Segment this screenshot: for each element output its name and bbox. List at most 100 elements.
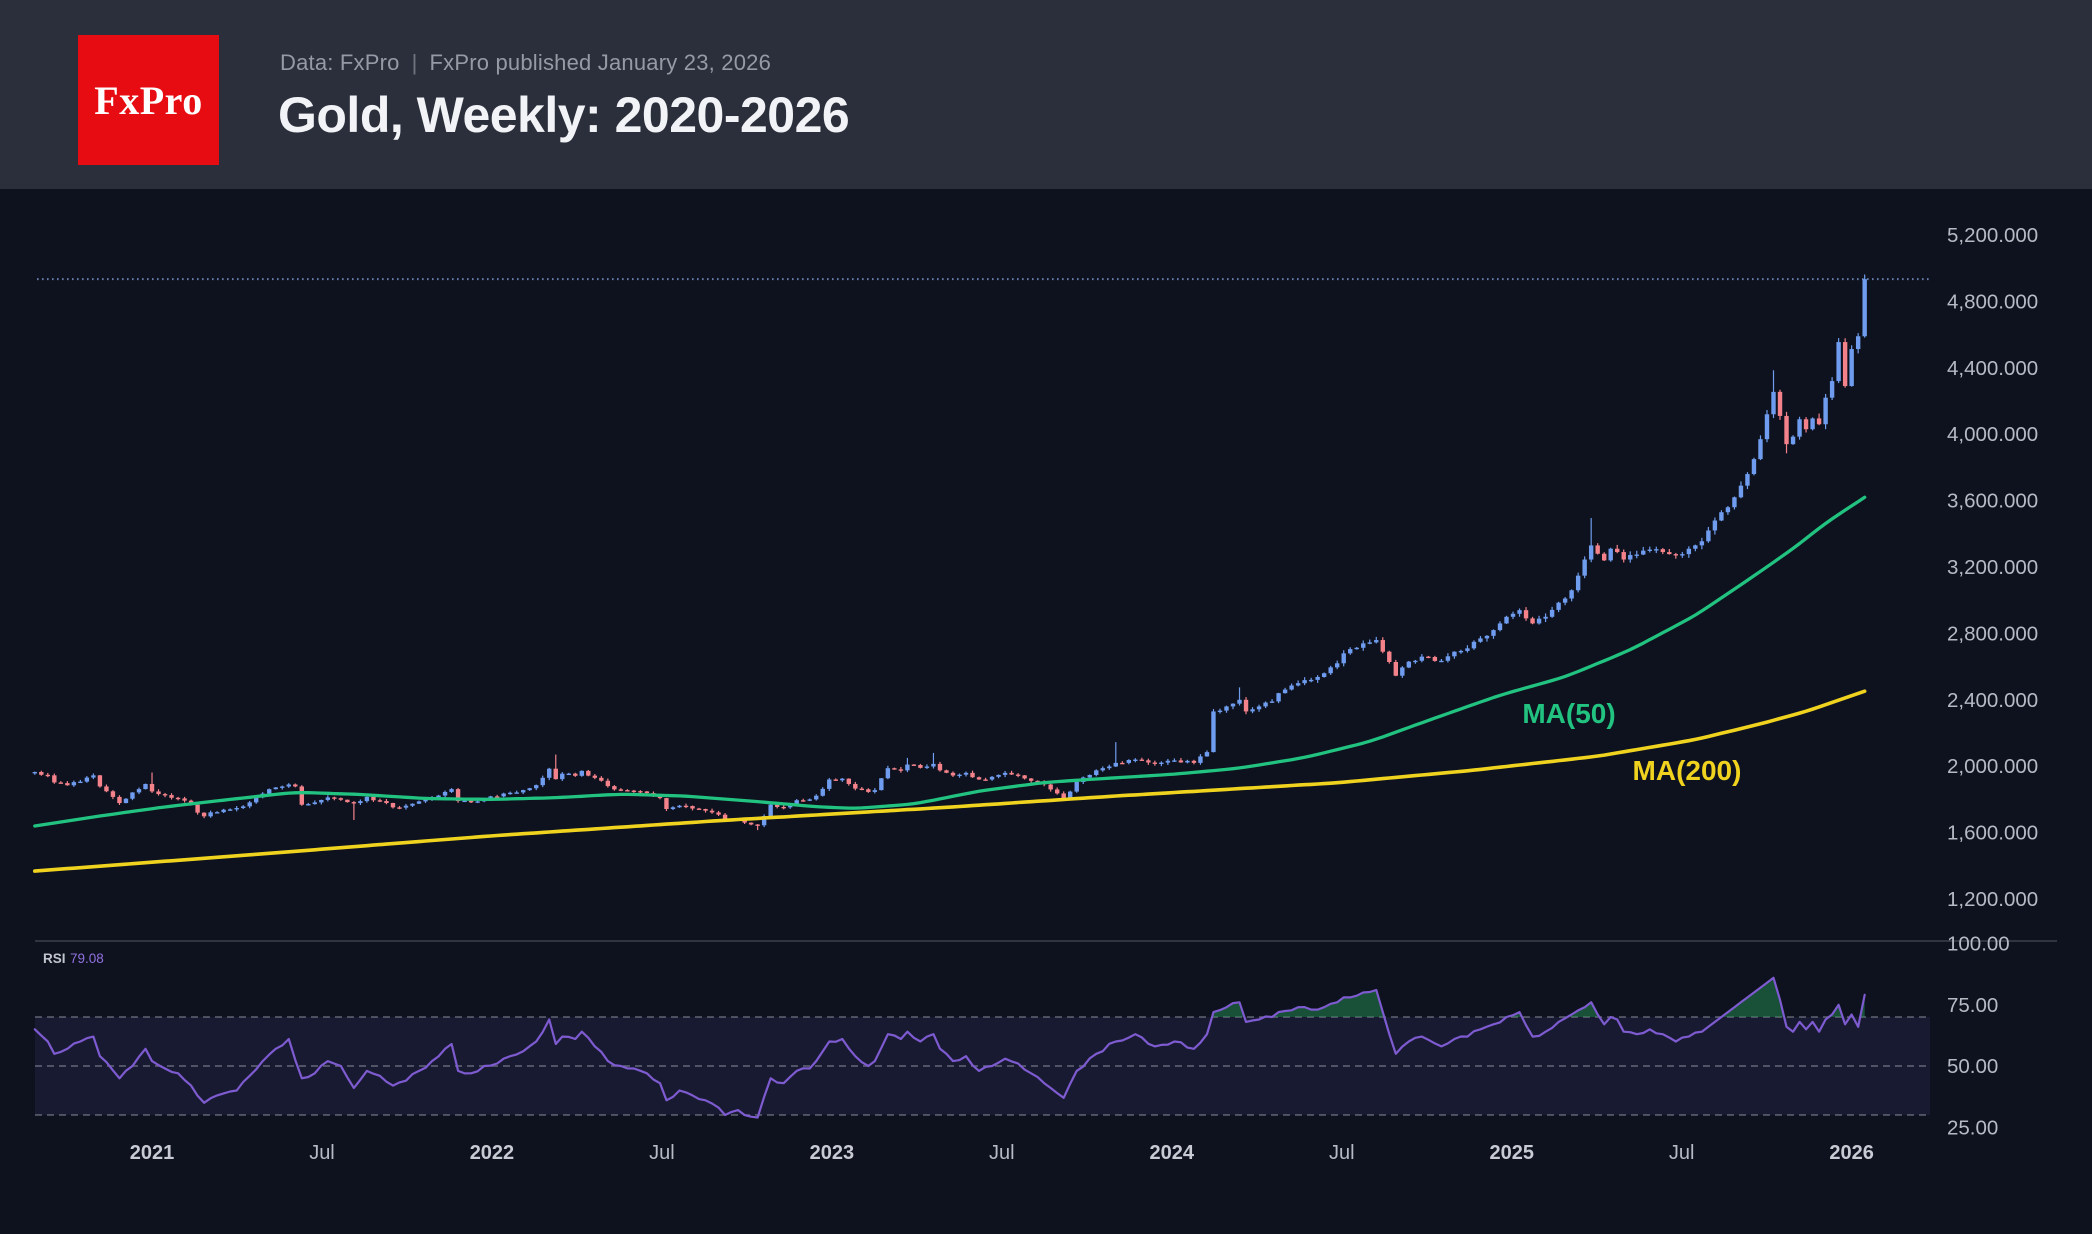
candle [1282, 689, 1288, 694]
candle [670, 807, 676, 810]
candle [1380, 640, 1385, 652]
candle [1054, 789, 1060, 794]
candle [234, 808, 239, 810]
candle [1628, 555, 1633, 560]
candle [423, 799, 428, 802]
candle [579, 770, 585, 776]
candle [1068, 791, 1073, 799]
candle [1810, 418, 1815, 430]
candle [631, 790, 637, 793]
candle [227, 809, 233, 811]
candle [722, 814, 728, 821]
svg-text:3,200.000: 3,200.000 [1947, 556, 2038, 579]
candle [1745, 474, 1750, 486]
candle [1387, 651, 1392, 662]
candle [1341, 653, 1346, 664]
candle [306, 804, 311, 806]
svg-text:5,200.000: 5,200.000 [1947, 224, 2038, 247]
candle [1133, 759, 1138, 761]
candle [566, 773, 571, 776]
candle [1328, 667, 1333, 674]
candle [1556, 602, 1561, 610]
candle [1608, 548, 1613, 561]
candle [390, 803, 396, 808]
candle [52, 775, 57, 783]
candle [1335, 663, 1340, 668]
svg-text:RSI: RSI [43, 951, 66, 966]
candle [1256, 706, 1262, 710]
candle [442, 791, 448, 796]
candle [1634, 554, 1639, 556]
candle [71, 782, 77, 786]
candle [1185, 760, 1190, 763]
candle [195, 804, 200, 813]
candle [214, 812, 220, 814]
svg-text:Jul: Jul [989, 1142, 1015, 1164]
candle [1784, 415, 1789, 445]
candle [911, 764, 917, 766]
candle [807, 799, 812, 801]
candles [32, 274, 1867, 831]
ma200-label: MA(200) [1633, 755, 1742, 786]
svg-text:2025: 2025 [1489, 1142, 1534, 1164]
candle [840, 778, 845, 781]
candle [1712, 520, 1718, 531]
candle [944, 770, 949, 773]
candle [280, 786, 285, 788]
candle [175, 797, 181, 800]
rsi-band [35, 1016, 1930, 1116]
candle [885, 768, 891, 779]
candle [1758, 439, 1763, 460]
candle [827, 779, 832, 789]
candle [410, 803, 415, 806]
candle [123, 798, 129, 804]
candle [156, 791, 161, 795]
candle [1230, 703, 1236, 707]
chart-title: Gold, Weekly: 2020-2026 [278, 87, 850, 143]
candle [1204, 752, 1210, 757]
candle [58, 782, 64, 784]
candle [1198, 756, 1203, 763]
candle [1276, 693, 1281, 702]
candle [1432, 656, 1438, 661]
candle [1706, 530, 1711, 542]
svg-text:MA(50): MA(50) [1522, 698, 1615, 729]
candle [91, 775, 96, 778]
candle [898, 769, 904, 771]
candle [149, 783, 155, 792]
candle [1673, 554, 1679, 556]
candle [78, 781, 83, 784]
candle [182, 798, 187, 801]
candle [1504, 616, 1509, 624]
candle [351, 802, 357, 804]
candle [312, 802, 318, 805]
candle [1263, 702, 1268, 707]
candle [1588, 545, 1594, 560]
header-bar: FxPro Data: FxPro | FxPro published Januar… [0, 0, 2092, 189]
candle [716, 812, 721, 815]
candle [677, 805, 682, 808]
candle [39, 772, 44, 775]
candle [240, 806, 246, 809]
candle [774, 804, 780, 807]
candle [117, 796, 122, 804]
candle [345, 799, 350, 803]
candle [110, 791, 116, 797]
candle [1595, 545, 1600, 554]
candle [625, 790, 630, 792]
candle [1100, 768, 1105, 771]
candle [1738, 485, 1744, 498]
candle [1797, 419, 1802, 437]
candle [1295, 683, 1301, 686]
candle [45, 774, 51, 777]
svg-text:75.00: 75.00 [1947, 994, 1998, 1017]
candle [455, 789, 461, 802]
svg-text:2,400.000: 2,400.000 [1947, 689, 2038, 712]
candle [358, 801, 363, 804]
candle [683, 805, 689, 808]
candle [1354, 647, 1359, 650]
svg-text:50.00: 50.00 [1947, 1055, 1998, 1078]
svg-text:Jul: Jul [309, 1142, 335, 1164]
candle [377, 800, 383, 802]
